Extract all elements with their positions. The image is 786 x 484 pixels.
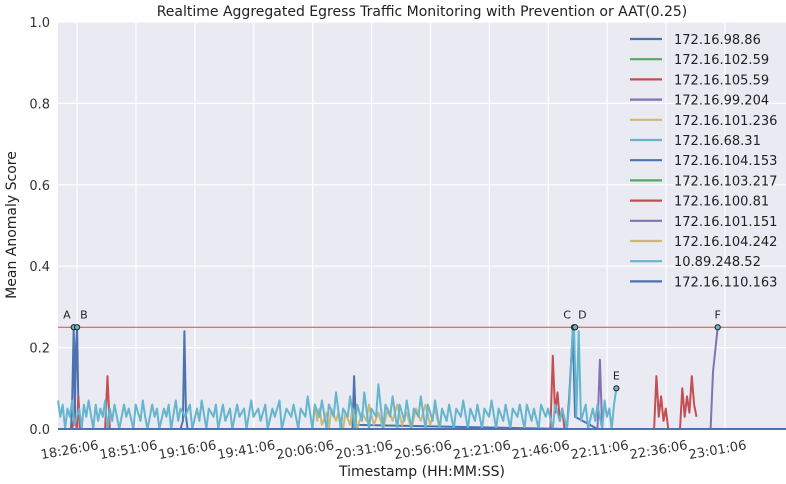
- annotation-label: D: [578, 308, 586, 321]
- x-tick-label: 19:41:06: [216, 438, 276, 463]
- grid: [58, 21, 786, 430]
- x-axis-label: Timestamp (HH:MM:SS): [338, 464, 505, 480]
- annotation-label: E: [613, 369, 620, 382]
- chart-title: Realtime Aggregated Egress Traffic Monit…: [157, 4, 688, 20]
- y-tick-label: 0.8: [29, 97, 50, 112]
- x-tick-label: 20:06:06: [275, 438, 335, 463]
- y-tick-label: 1.0: [29, 16, 50, 31]
- annotation-marker: [714, 324, 721, 331]
- legend-label: 172.16.99.204: [674, 94, 769, 109]
- series-line: [57, 326, 618, 430]
- legend-label: 172.16.104.242: [674, 235, 777, 250]
- legend-label: 172.16.110.163: [674, 275, 777, 290]
- legend: 172.16.98.86 172.16.102.59 172.16.105.59 17…: [630, 33, 777, 290]
- x-tick-label: 20:31:06: [334, 438, 394, 463]
- annotation-label: F: [715, 308, 721, 321]
- legend-label: 172.16.103.217: [674, 174, 777, 189]
- x-tick-label: 21:46:06: [511, 438, 571, 463]
- legend-label: 10.89.248.52: [674, 255, 761, 270]
- legend-label: 172.16.68.31: [674, 134, 761, 149]
- annotation-marker: [73, 324, 81, 331]
- x-tick-label: 19:16:06: [157, 438, 217, 463]
- x-tick-label: 22:11:06: [570, 438, 630, 463]
- y-tick-labels: 0.0 0.2 0.4 0.6 0.8 1.0: [29, 16, 50, 438]
- y-tick-label: 0.0: [29, 423, 50, 438]
- legend-label: 172.16.105.59: [674, 73, 769, 88]
- annotation-label: B: [80, 308, 88, 321]
- annotation-label: A: [63, 308, 71, 321]
- y-axis-label: Mean Anomaly Score: [4, 151, 20, 299]
- y-tick-label: 0.6: [29, 179, 50, 194]
- x-tick-label: 18:51:06: [99, 438, 159, 463]
- legend-label: 172.16.98.86: [674, 33, 761, 48]
- x-tick-labels: 18:26:0618:51:0619:16:0619:41:0620:06:06…: [40, 438, 748, 463]
- legend-label: 172.16.101.236: [674, 114, 777, 129]
- annotation-label: C: [563, 308, 571, 321]
- annotations-group: A B C D E F: [63, 308, 721, 392]
- legend-label: 172.16.100.81: [674, 195, 769, 210]
- y-tick-label: 0.4: [29, 260, 50, 275]
- x-tick-label: 22:36:06: [629, 438, 689, 463]
- x-tick-label: 21:21:06: [452, 438, 512, 463]
- x-tick-label: 20:56:06: [393, 438, 453, 463]
- legend-label: 172.16.104.153: [674, 154, 777, 169]
- annotation-marker: [572, 324, 579, 331]
- x-tick-label: 18:26:06: [40, 438, 100, 463]
- x-tick-label: 23:01:06: [688, 438, 748, 463]
- y-tick-label: 0.2: [29, 342, 50, 357]
- legend-label: 172.16.102.59: [674, 53, 769, 68]
- legend-label: 172.16.101.151: [674, 215, 777, 230]
- series-group: [57, 326, 786, 430]
- annotation-marker: [613, 385, 620, 392]
- plot-area: [58, 22, 786, 429]
